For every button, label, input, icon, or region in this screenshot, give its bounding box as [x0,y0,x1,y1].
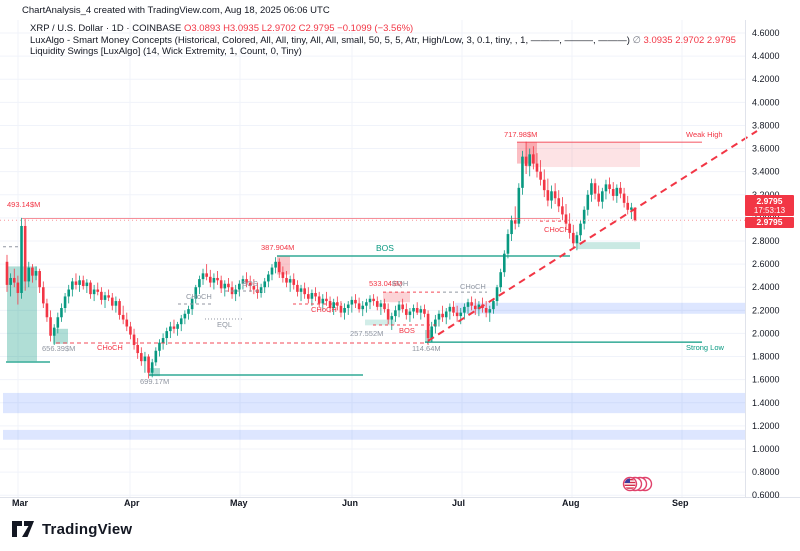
legend: XRP / U.S. Dollar · 1D · COINBASE O3.089… [30,23,736,58]
smc-prefix: ∅ [632,34,641,46]
y-axis-tick[interactable]: 1.2000 [752,421,780,431]
svg-text:Weak High: Weak High [686,130,723,139]
y-axis-tick[interactable]: 4.2000 [752,74,780,84]
tradingview-logo-icon [12,521,34,537]
smc-labels-layer: 493.14$M CHoCH 656.39$M 699.17M CHoCH BOS EQL 3… [7,130,725,386]
indicator-price-value: 2.9795 [756,217,783,227]
svg-text:114.64M: 114.64M [412,344,441,353]
economic-event-icon[interactable] [622,476,653,492]
svg-text:656.39$M: 656.39$M [42,344,75,353]
y-axis-tick[interactable]: 1.8000 [752,352,780,362]
svg-text:717.98$M: 717.98$M [504,130,537,139]
svg-text:387.904M: 387.904M [261,243,294,252]
svg-text:257.552M: 257.552M [350,329,383,338]
y-axis-tick[interactable]: 1.0000 [752,444,780,454]
smc-lines-layer [0,130,758,376]
y-axis-tick[interactable]: 2.4000 [752,282,780,292]
current-price-value: 2.9795 [756,196,783,206]
x-axis-month-label[interactable]: Aug [562,498,580,508]
ascending-trendline [427,130,758,342]
y-axis-tick[interactable]: 4.4000 [752,51,780,61]
x-axis-month-label[interactable]: Jun [342,498,358,508]
y-axis-tick[interactable]: 2.6000 [752,259,780,269]
bar-countdown: 17:53:13 [753,206,786,215]
x-axis-month-label[interactable]: Jul [452,498,465,508]
symbol-title: XRP / U.S. Dollar · 1D · COINBASE [30,23,182,34]
candles-layer [5,141,637,379]
y-axis-tick[interactable]: 0.6000 [752,490,780,500]
smc-settings: LuxAlgo - Smart Money Concepts (Historic… [30,34,630,46]
y-axis-tick[interactable]: 0.8000 [752,467,780,477]
y-axis-tick[interactable]: 3.8000 [752,120,780,130]
page-title: ChartAnalysis_4 created with TradingView… [22,5,330,16]
y-axis-tick[interactable]: 2.8000 [752,236,780,246]
y-axis-tick[interactable]: 2.0000 [752,328,780,338]
svg-text:CHoCH: CHoCH [97,343,123,352]
svg-text:533.04$M: 533.04$M [369,279,402,288]
axes-layer: 4.6000 4.4000 4.2000 4.0000 3.8000 3.6000 3.40… [0,20,800,508]
smc-legend-row[interactable]: LuxAlgo - Smart Money Concepts (Historic… [30,35,736,47]
indicator-price-badge[interactable]: 2.9795 [745,217,794,228]
smc-values: 3.0935 2.9702 2.9795 [643,34,736,46]
svg-text:699.17M: 699.17M [140,377,169,386]
svg-text:BOS: BOS [399,326,415,335]
tradingview-brand-text: TradingView [42,520,133,538]
y-axis-tick[interactable]: 4.6000 [752,28,780,38]
svg-text:EQH: EQH [392,279,408,288]
svg-text:CHoCH: CHoCH [311,305,337,314]
svg-text:EQL: EQL [217,320,232,329]
y-axis-tick[interactable]: 2.2000 [752,305,780,315]
svg-text:BOS: BOS [376,243,394,253]
y-axis-tick[interactable]: 3.2000 [752,190,780,200]
y-axis-tick[interactable]: 1.4000 [752,398,780,408]
svg-text:493.14$M: 493.14$M [7,200,40,209]
symbol-legend-row[interactable]: XRP / U.S. Dollar · 1D · COINBASE O3.089… [30,23,736,35]
svg-text:CHoCH: CHoCH [544,225,570,234]
y-axis-tick[interactable]: 1.6000 [752,375,780,385]
x-axis-month-label[interactable]: May [230,498,248,508]
svg-text:CHoCH: CHoCH [460,282,486,291]
smc-zones-layer [3,142,745,440]
ohlc-values: O3.0893 H3.0935 L2.9702 C2.9795 −0.1099 … [183,23,414,34]
grid-layer [0,20,745,497]
svg-text:Strong Low: Strong Low [686,343,725,352]
y-axis-tick[interactable]: 3.4000 [752,167,780,177]
current-price-badge[interactable]: 2.9795 17:53:13 [745,195,794,216]
x-axis-month-label[interactable]: Apr [124,498,140,508]
x-axis-month-label[interactable]: Sep [672,498,689,508]
svg-text:CHoCH: CHoCH [186,292,212,301]
x-axis-month-label[interactable]: Mar [12,498,29,508]
liquidity-legend-row[interactable]: Liquidity Swings [LuxAlgo] (14, Wick Ext… [30,46,302,57]
tradingview-footer[interactable]: TradingView [11,520,132,538]
y-axis-tick[interactable]: 4.0000 [752,97,780,107]
svg-text:BOS: BOS [242,279,258,288]
y-axis-tick[interactable]: 3.6000 [752,144,780,154]
